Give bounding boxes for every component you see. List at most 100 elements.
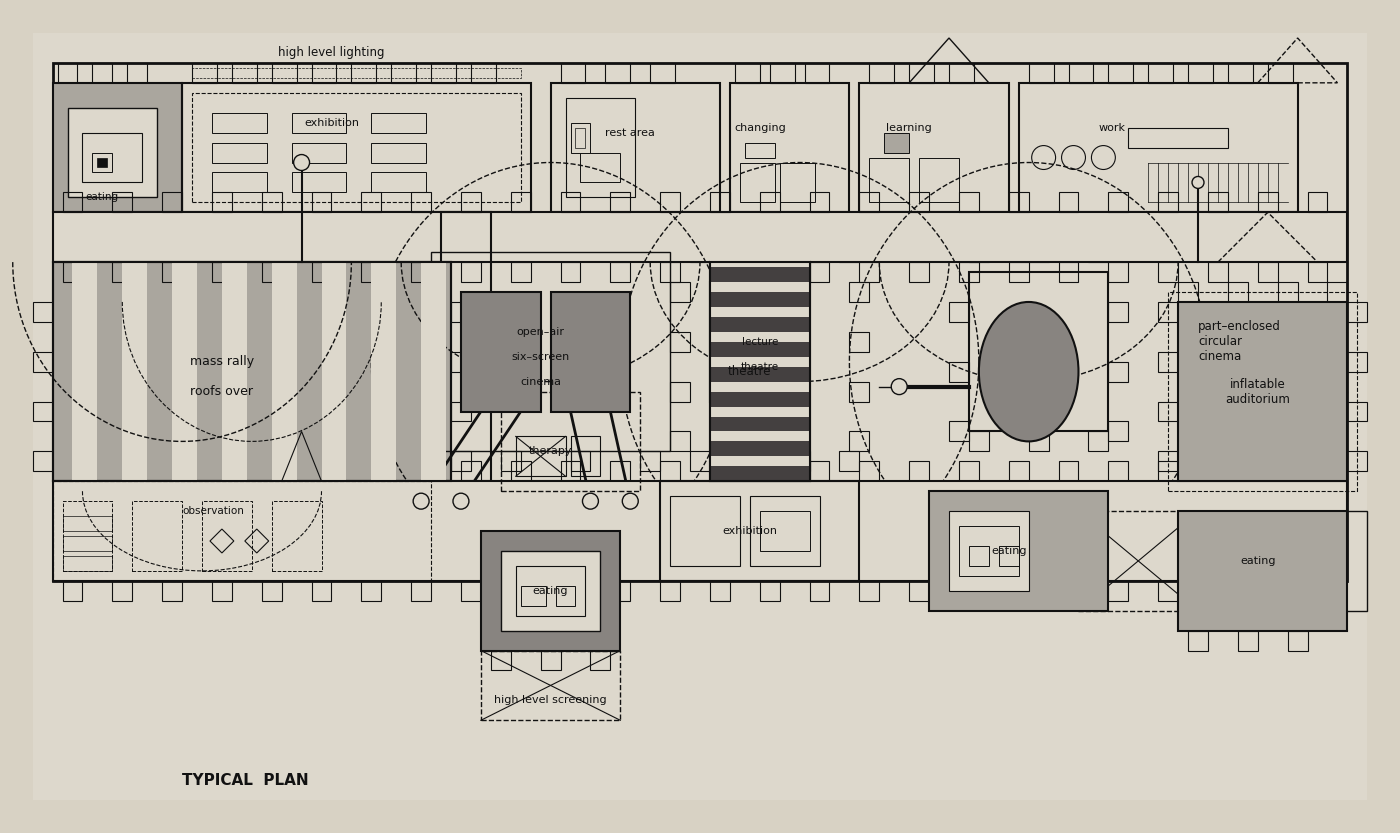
Bar [605,63,630,82]
Text: inflatable
auditorium: inflatable auditorium [1225,377,1291,406]
Bar [1347,302,1368,322]
Bar [1177,282,1198,302]
Bar [959,192,979,212]
Bar [53,82,182,212]
Bar [661,481,860,581]
Bar [1347,402,1368,421]
Bar [162,581,182,601]
Bar [312,242,332,262]
Bar [959,461,979,481]
Bar [211,461,232,481]
Bar [451,352,470,372]
Bar [560,461,581,481]
Bar [560,192,581,212]
Bar [1228,282,1247,302]
Bar [461,292,540,412]
Bar [710,317,809,332]
Bar [739,162,774,202]
Bar [53,481,1347,581]
Bar [1058,262,1078,282]
Bar [431,252,671,451]
Bar [809,461,829,481]
Bar [291,142,346,162]
Bar [67,107,157,197]
Bar [850,431,869,451]
Bar [361,262,381,282]
Text: therapy: therapy [529,446,573,456]
Bar [112,262,132,282]
Bar [969,546,988,566]
Bar [262,262,281,282]
Bar [1109,63,1133,82]
Bar [53,212,1347,262]
Bar [949,421,969,441]
Bar [949,302,969,322]
Bar [162,262,182,282]
Circle shape [582,493,598,509]
Text: learning: learning [886,122,932,132]
Bar [969,272,1109,431]
Bar [1009,461,1029,481]
Bar [92,152,112,172]
Bar [312,63,336,82]
Bar [262,481,281,501]
Bar [710,262,729,282]
Bar [760,461,780,481]
Bar [521,586,546,606]
Text: rest area: rest area [605,127,655,137]
Bar [1177,302,1347,481]
Circle shape [294,155,309,171]
Bar [32,451,53,471]
Bar [291,172,346,192]
Bar [809,192,829,212]
Bar [1029,242,1049,262]
Bar [739,451,760,471]
Bar [760,581,780,601]
Bar [710,456,809,466]
Bar [1317,511,1368,611]
Bar [949,362,969,382]
Bar [610,192,630,212]
Bar [959,526,1019,576]
Bar [571,436,601,476]
Bar [63,192,83,212]
Bar [591,651,610,671]
Bar [710,461,729,481]
Bar [1088,431,1109,451]
Bar [412,581,431,601]
Bar [1158,302,1177,322]
Text: roofs over: roofs over [190,385,253,398]
Bar [640,451,661,471]
Circle shape [623,493,638,509]
Text: eating: eating [1240,556,1275,566]
Bar [501,551,601,631]
Bar [57,63,77,82]
Bar [610,262,630,282]
Bar [969,242,988,262]
Bar [122,262,147,481]
Text: exhibition: exhibition [722,526,777,536]
Bar [610,461,630,481]
Bar [710,332,809,342]
Bar [441,212,491,481]
Bar [211,242,232,262]
Bar [710,367,809,382]
Bar [192,92,521,202]
Bar [63,461,83,481]
Bar [860,262,879,282]
Bar [312,262,332,282]
Bar [710,262,809,481]
Bar [32,302,53,322]
Bar [770,63,795,82]
Bar [461,192,480,212]
Text: exhibition: exhibition [304,117,358,127]
Bar [491,511,511,531]
Bar [760,511,809,551]
Bar [860,192,879,212]
Bar [312,581,332,601]
Bar [63,536,112,551]
Bar [949,511,1029,591]
Bar [850,282,869,302]
Bar [63,242,83,262]
Bar [501,451,521,471]
